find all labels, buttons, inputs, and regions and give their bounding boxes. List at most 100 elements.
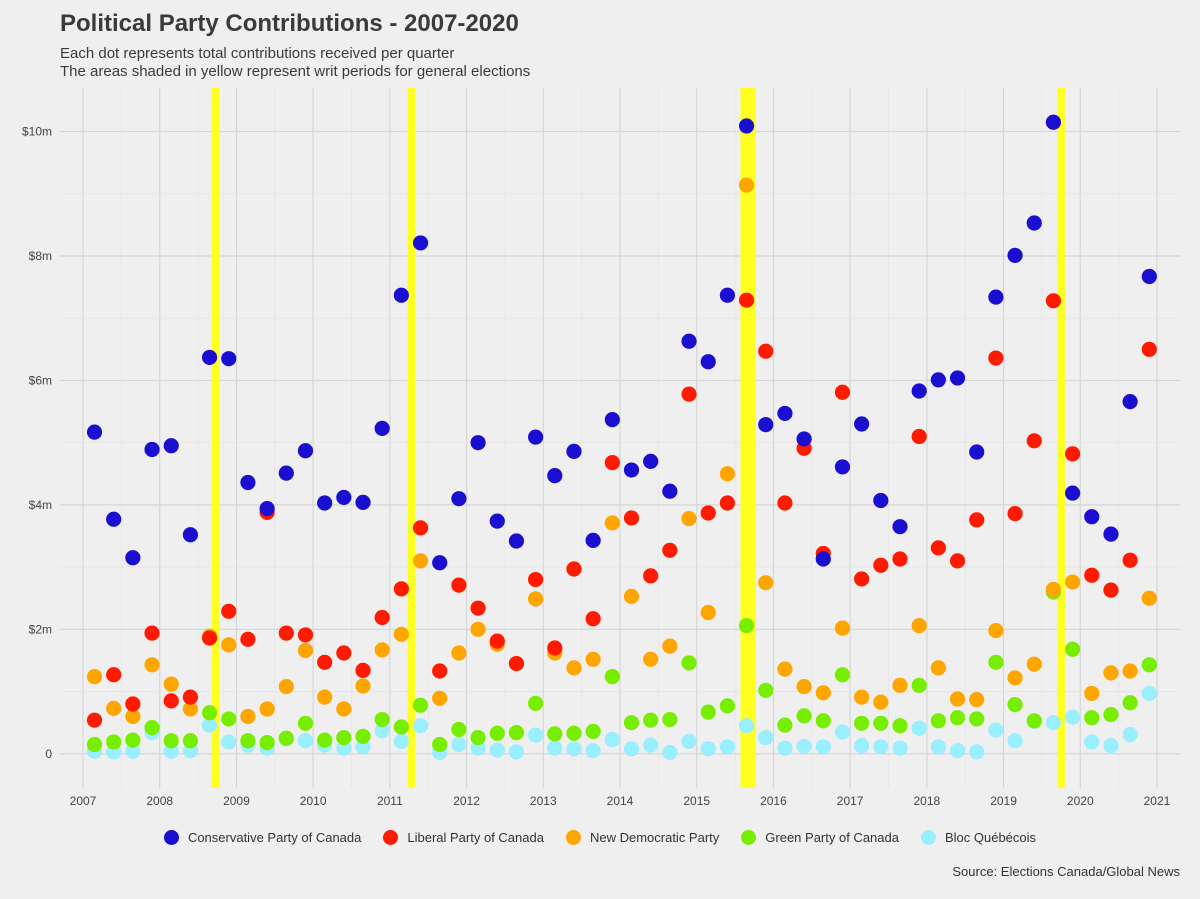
y-tick-label: 0 [45,747,52,761]
x-tick-label: 2014 [607,794,634,808]
data-point [988,289,1004,305]
data-point [1122,726,1138,743]
data-point [412,520,429,536]
data-point [1007,733,1023,749]
data-point [336,730,352,746]
data-point [125,743,141,759]
data-point [1122,394,1138,410]
data-point [278,625,294,641]
data-point [355,678,371,694]
y-tick-label: $10m [22,125,52,139]
data-point [470,435,486,451]
data-point [1007,670,1023,686]
grid-lines [60,88,1180,788]
data-point [758,682,774,698]
data-point [1122,663,1138,679]
data-point [604,669,620,685]
data-point [911,720,927,736]
chart-subtitle: Each dot represents total contributions … [60,45,530,81]
data-point [1141,590,1157,606]
data-point [125,550,141,566]
data-point [604,515,620,531]
data-point [873,715,889,731]
data-point [1045,293,1062,309]
data-point [144,720,160,736]
data-point [738,118,755,134]
y-tick-label: $2m [29,622,52,636]
data-point [700,604,716,621]
data-point [834,667,851,683]
data-point [777,495,793,511]
data-point [719,495,735,511]
data-point [528,571,544,588]
data-point [969,444,985,460]
data-point [566,725,582,741]
data-point [451,721,467,738]
legend-label-bloc: Bloc Québécois [944,830,1037,845]
legend-dot-liberal [383,830,399,845]
x-tick-label: 2011 [377,794,403,808]
data-point [355,739,371,755]
data-point [489,742,505,758]
data-point [892,551,908,567]
legend-item-ndp: New Democratic Party [565,830,719,845]
data-point [374,642,390,658]
data-point [911,677,927,693]
x-tick-label: 2013 [530,794,557,808]
data-point [681,655,697,671]
legend-label-liberal: Liberal Party of Canada [407,830,544,845]
data-point [815,685,831,701]
data-point [738,177,755,193]
data-point [412,697,429,713]
data-point [1045,581,1062,598]
data-point [240,733,256,749]
data-point [1141,341,1157,357]
data-point [163,733,179,749]
data-point [393,626,409,642]
data-point [106,667,122,683]
data-point [777,717,793,733]
subtitle-line-1: Each dot represents total contributions … [60,45,455,62]
legend-dot-ndp [565,830,581,845]
x-tick-label: 2021 [1144,794,1171,808]
data-point [86,424,103,440]
data-point [643,712,659,728]
data-point [240,708,256,725]
data-point [854,571,870,587]
data-point [163,438,179,454]
legend: Conservative Party of Canada Liberal Par… [0,830,1200,845]
y-tick-label: $4m [29,498,52,512]
data-point [681,510,697,527]
data-point [259,734,275,751]
data-point [796,708,812,724]
data-point [911,383,927,399]
data-point [201,705,218,721]
data-point [969,512,985,528]
data-point [738,718,755,734]
data-point [355,728,371,744]
data-point [834,620,851,636]
data-point [182,733,199,749]
writ-period-band [407,88,416,788]
data-point [374,420,390,436]
data-point [873,492,889,509]
data-point [393,287,409,303]
data-point [451,577,467,593]
data-point [259,701,275,717]
data-points [86,114,1157,761]
data-point [796,738,812,754]
data-point [297,715,314,731]
data-point [719,698,735,714]
data-point [1026,656,1042,672]
data-point [297,443,314,459]
data-point [796,431,812,447]
source-caption: Source: Elections Canada/Global News [952,864,1180,879]
data-point [240,474,256,491]
data-point [662,744,678,761]
data-point [86,712,103,728]
x-tick-label: 2008 [146,794,173,808]
data-point [1141,268,1157,285]
data-point [566,443,582,459]
data-point [528,695,544,711]
data-point [1103,738,1119,754]
